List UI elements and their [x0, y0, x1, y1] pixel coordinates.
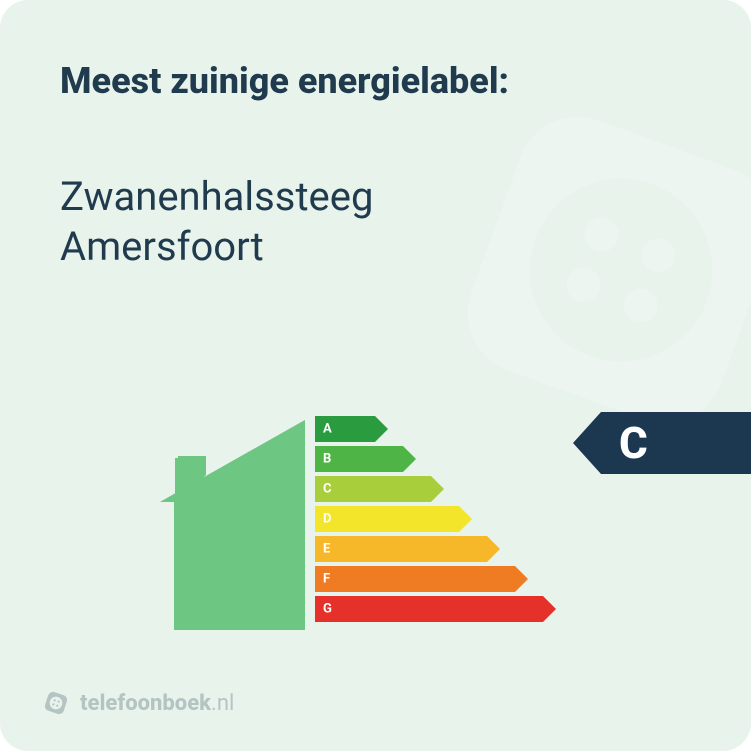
energy-bar-label: F — [323, 572, 330, 587]
rating-tag-arrow — [573, 412, 601, 474]
house-icon — [160, 420, 305, 630]
energy-bar-d: D — [315, 506, 556, 532]
energy-bar-label: A — [323, 422, 332, 437]
address-block: Zwanenhalssteeg Amersfoort — [60, 172, 691, 272]
energy-bar-c: C — [315, 476, 556, 502]
energy-bar-f: F — [315, 566, 556, 592]
footer-text: telefoonboek.nl — [80, 691, 234, 716]
energy-label-card: Meest zuinige energielabel: Zwanenhalsst… — [0, 0, 751, 751]
energy-bar-label: C — [323, 482, 332, 497]
brand-tld: .nl — [211, 691, 234, 716]
phonebook-icon — [42, 689, 70, 717]
energy-bar-label: G — [323, 602, 332, 617]
rating-tag-body: C — [601, 412, 751, 474]
energy-chart-area: ABCDEFG C — [160, 390, 751, 640]
content-area: Meest zuinige energielabel: Zwanenhalsst… — [60, 60, 691, 272]
card-title: Meest zuinige energielabel: — [60, 60, 691, 102]
brand-name: telefoonboek — [80, 691, 211, 716]
energy-bar-label: D — [323, 512, 331, 527]
address-line-2: Amersfoort — [60, 222, 691, 272]
energy-bar-g: G — [315, 596, 556, 622]
energy-bar-a: A — [315, 416, 556, 442]
footer-brand: telefoonboek.nl — [42, 689, 234, 717]
energy-bar-label: B — [323, 452, 331, 467]
rating-tag: C — [573, 412, 751, 474]
rating-letter: C — [619, 417, 648, 469]
energy-bar-label: E — [323, 542, 330, 557]
address-line-1: Zwanenhalssteeg — [60, 172, 691, 222]
energy-bar-e: E — [315, 536, 556, 562]
energy-bar-b: B — [315, 446, 556, 472]
energy-bars: ABCDEFG — [315, 416, 556, 626]
